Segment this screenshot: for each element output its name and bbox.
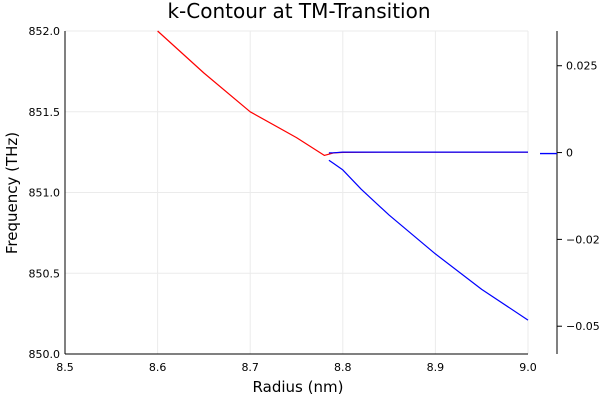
x-tick-label: 8.9 (427, 361, 445, 374)
y-tick-label: 852.0 (29, 25, 61, 38)
x-axis-label: Radius (nm) (253, 378, 344, 396)
right-axis: 0.025 0 −0.025 −0.050 (540, 31, 600, 354)
x-tick-label: 8.8 (334, 361, 352, 374)
right-tick-label: −0.025 (566, 233, 600, 246)
grid (64, 30, 529, 355)
x-tick-label: 8.6 (149, 361, 167, 374)
chart-title: k-Contour at TM-Transition (167, 0, 430, 23)
x-tick-label: 8.5 (56, 361, 74, 374)
y-tick-label: 850.5 (29, 267, 61, 280)
series-line-3 (328, 159, 529, 321)
y-tick-label: 851.5 (29, 106, 61, 119)
x-tick-label: 8.7 (241, 361, 259, 374)
series-line-2 (328, 151, 528, 154)
y-axis-label: Frequency (THz) (3, 132, 21, 254)
y-tick-label: 850.0 (29, 348, 61, 361)
y-tick-label: 851.0 (29, 187, 61, 200)
axes: 8.5 8.6 8.7 8.8 8.9 9.0 850.0 850.5 851.0 851.5 85… (29, 25, 537, 374)
series-layer (157, 30, 529, 321)
right-tick-label: −0.050 (566, 320, 600, 333)
right-tick-label: 0.025 (566, 60, 598, 73)
right-tick-label: 0 (566, 147, 573, 160)
x-tick-label: 9.0 (519, 361, 537, 374)
